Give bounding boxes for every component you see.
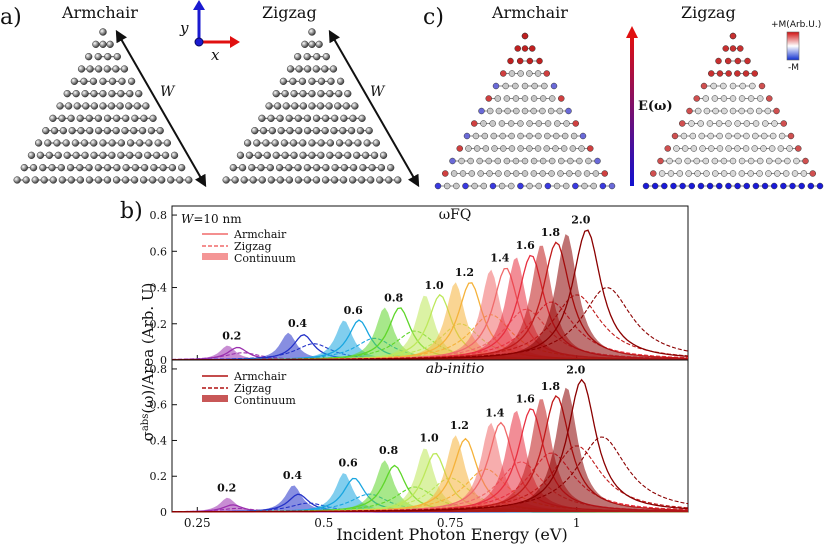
fermi-level-label: 2.0 — [571, 214, 590, 227]
chart-wfq: 0 0.2 0.4 0.6 0.8 ωFQ 0.2 0.4 0.6 0.8 1.0 1.2 1.4 1.6… — [150, 205, 689, 367]
size-note: W=10 nm — [181, 212, 242, 226]
y-tick-label: 0.6 — [150, 245, 168, 258]
efield-arrowhead — [626, 26, 638, 38]
panel-b: b) σabs(ω)/Area (Arb. U) Incident Photon… — [120, 199, 689, 544]
efield-label: E(ω) — [638, 99, 673, 114]
fermi-level-label: 0.8 — [384, 291, 403, 304]
axis-origin — [194, 37, 204, 47]
y-tick-label: 0 — [160, 506, 167, 519]
continuum-peak — [172, 497, 688, 512]
y-axis-label: y — [179, 19, 189, 37]
continuum-peak — [172, 387, 688, 512]
atoms — [642, 32, 824, 190]
colorbar-max-label: +M(Arb.U.) — [771, 20, 821, 30]
fermi-level-label: 1.8 — [541, 380, 560, 393]
continuum-peak — [172, 448, 688, 512]
panel-c: c) Armchair Zigzag E(ω) +M(Arb.U.) -M — [423, 3, 824, 190]
continuum-peak — [172, 295, 688, 360]
legend-entry: Armchair — [233, 228, 287, 241]
continuum-peak — [172, 234, 688, 360]
panel-a-armchair-title: Armchair — [61, 3, 138, 22]
fermi-level-label: 1.4 — [490, 252, 509, 265]
y-tick-label: 0.8 — [150, 209, 168, 222]
fermi-level-label: 2.0 — [566, 364, 585, 377]
y-axis-title-text: σabs(ω)/Area (Arb. U) — [139, 283, 157, 442]
panel-a-label: a) — [0, 5, 22, 30]
efield-arrow-shaft — [630, 36, 634, 186]
fermi-level-label: 0.4 — [283, 469, 302, 482]
legend-entry: Zigzag — [234, 382, 272, 395]
chart-title: ωFQ — [439, 207, 472, 223]
armchair-width-arrow — [115, 29, 207, 188]
x-axis-title: Incident Photon Energy (eV) — [336, 525, 567, 544]
legend-continuum-swatch — [202, 395, 228, 402]
legend-entry: Continuum — [234, 394, 296, 407]
x-tick-label: 0.25 — [184, 516, 211, 530]
legend-entry: Zigzag — [234, 240, 272, 253]
fermi-level-label: 1.8 — [541, 226, 560, 239]
panel-c-label: c) — [423, 5, 444, 30]
armchair-magnetization-map — [434, 32, 616, 190]
legend-entry: Continuum — [234, 252, 296, 265]
magnetization-colorbar — [786, 31, 800, 61]
fermi-level-label: 0.6 — [339, 457, 358, 470]
x-axis-arrowhead — [230, 36, 240, 48]
fermi-level-label: 1.2 — [450, 419, 469, 432]
atoms — [434, 32, 616, 190]
y-tick-label: 0.2 — [150, 318, 168, 331]
zigzag-flake-structure — [222, 28, 402, 184]
y-axis-arrowhead — [193, 0, 205, 10]
legend-continuum-swatch — [202, 253, 228, 260]
fermi-level-label: 0.2 — [222, 330, 241, 343]
panel-a: a) Armchair Zigzag W W y x — [0, 0, 420, 188]
fermi-level-label: 1.4 — [485, 407, 504, 420]
fermi-level-label: 1.2 — [455, 266, 474, 279]
panel-c-zigzag-title: Zigzag — [681, 3, 736, 22]
zigzag-curve — [172, 436, 689, 513]
zigzag-magnetization-map — [642, 32, 824, 190]
y-tick-label: 0.4 — [150, 282, 168, 295]
fermi-level-label: 1.6 — [516, 239, 535, 252]
continuum-peak — [172, 332, 688, 360]
y-tick-label: 0.2 — [150, 470, 168, 483]
y-tick-label: 0.4 — [150, 434, 168, 447]
y-tick-label: 0.6 — [150, 399, 168, 412]
fermi-level-label: 0.4 — [288, 317, 307, 330]
fermi-level-label: 0.2 — [217, 482, 236, 495]
x-axis-label: x — [211, 46, 220, 64]
fermi-level-label: 0.6 — [344, 304, 363, 317]
fermi-level-label: 0.8 — [379, 444, 398, 457]
y-axis-title: σabs(ω)/Area (Arb. U) — [139, 283, 157, 442]
fermi-level-label: 1.0 — [425, 279, 444, 292]
x-tick-label: 1 — [573, 516, 581, 530]
colorbar-min-label: -M — [788, 63, 799, 73]
zigzag-width-arrow — [328, 29, 420, 188]
fermi-level-label: 1.6 — [516, 392, 535, 405]
x-tick-label: 0.75 — [437, 516, 464, 530]
armchair-width-label: W — [160, 84, 176, 100]
atoms — [13, 28, 193, 184]
panel-c-armchair-title: Armchair — [491, 3, 568, 22]
chart-title: ab-initio — [426, 361, 485, 377]
y-tick-label: 0.8 — [150, 363, 168, 376]
continuum-peak — [172, 485, 688, 512]
panel-b-label: b) — [120, 199, 143, 224]
y-tick-label: 0 — [160, 354, 167, 367]
atoms — [222, 28, 402, 184]
x-tick-label: 0.5 — [314, 516, 333, 530]
armchair-flake-structure — [13, 28, 193, 184]
legend-entry: Armchair — [233, 370, 287, 383]
zigzag-width-label: W — [370, 84, 386, 100]
series-2.0: 2.0 — [172, 364, 689, 513]
panel-a-zigzag-title: Zigzag — [262, 3, 317, 22]
fermi-level-label: 1.0 — [419, 432, 438, 445]
chart-ab-initio: 0 0.2 0.4 0.6 0.8 0.25 0.5 0.75 1 ab-initio 0.2 0.4… — [150, 359, 689, 530]
